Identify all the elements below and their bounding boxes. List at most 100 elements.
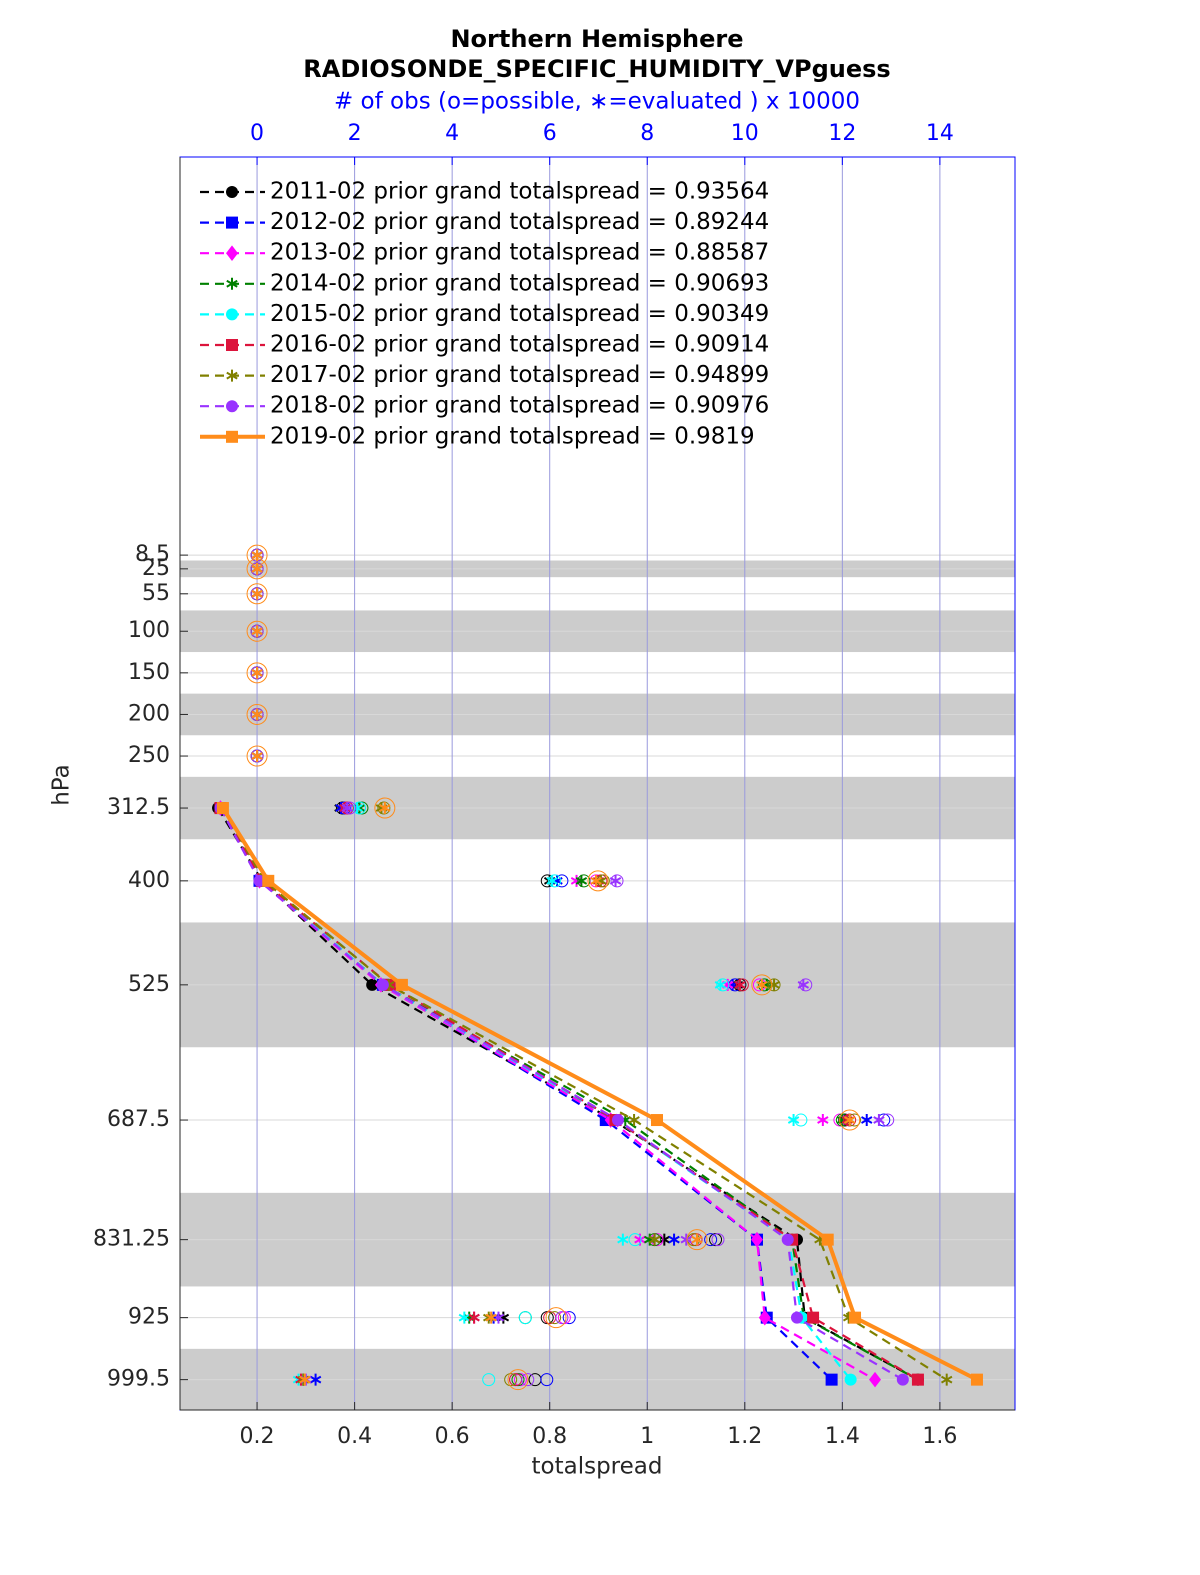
x-tick-label: 1.2 <box>727 1424 762 1449</box>
obs-evaluated-marker <box>487 1311 500 1324</box>
y-tick-label: 925 <box>128 1305 170 1330</box>
chart-subtitle: RADIOSONDE_SPECIFIC_HUMIDITY_VPguess <box>303 55 890 83</box>
series-marker <box>628 1114 640 1127</box>
series-marker <box>896 1373 909 1386</box>
obs-possible-marker <box>548 874 562 888</box>
x-tick-label: 1.6 <box>922 1424 957 1449</box>
obs-possible-marker <box>246 745 268 767</box>
obs-evaluated-marker <box>468 1311 480 1324</box>
obs-possible-marker <box>716 978 730 992</box>
series-marker <box>395 978 408 991</box>
y-tick-label: 312.5 <box>107 795 170 820</box>
x-tick-label: 1.4 <box>825 1424 860 1449</box>
obs-possible-marker <box>751 974 773 996</box>
series-marker <box>869 1371 882 1388</box>
y-tick-label: 831.25 <box>93 1227 170 1252</box>
obs-evaluated-marker <box>787 1114 800 1127</box>
obs-evaluated-marker <box>643 1233 656 1246</box>
obs-evaluated-marker <box>251 750 263 763</box>
series-marker <box>651 1114 664 1127</box>
chart-title: Northern Hemisphere <box>450 25 743 53</box>
x-tick-label: 0.4 <box>337 1424 372 1449</box>
obs-evaluated-marker <box>714 978 727 991</box>
series-marker <box>911 1373 924 1386</box>
series-marker <box>366 978 379 991</box>
obs-possible-marker <box>562 1311 576 1325</box>
x2-tick-label: 12 <box>828 121 856 146</box>
y-tick-label: 999.5 <box>107 1367 170 1392</box>
obs-evaluated-marker <box>609 874 622 887</box>
obs-possible-marker <box>704 1233 718 1247</box>
x2-tick-label: 2 <box>348 121 362 146</box>
obs-possible-marker <box>246 662 268 684</box>
obs-evaluated-marker <box>341 802 354 815</box>
obs-evaluated-marker <box>658 1233 671 1246</box>
x-tick-label: 0.8 <box>532 1424 567 1449</box>
series-line <box>221 806 978 1382</box>
obs-evaluated-marker <box>463 1311 475 1324</box>
x2-tick-label: 0 <box>250 121 264 146</box>
obs-possible-marker <box>518 1311 532 1325</box>
series-marker <box>750 1231 763 1248</box>
obs-evaluated-marker <box>648 1233 661 1246</box>
obs-possible-marker <box>521 1373 535 1387</box>
obs-possible-marker <box>881 1113 895 1127</box>
legend-marker <box>226 245 238 261</box>
y-tick-label: 400 <box>128 868 170 893</box>
legend-marker <box>226 369 238 382</box>
obs-evaluated-marker <box>251 562 263 575</box>
x2-tick-label: 8 <box>640 121 654 146</box>
legend-marker <box>226 308 238 321</box>
obs-evaluated-marker <box>873 1114 885 1127</box>
obs-possible-marker <box>246 703 268 725</box>
obs-evaluated-marker <box>353 802 366 815</box>
legend-marker <box>226 430 238 443</box>
y-axis-label: hPa <box>49 764 75 806</box>
obs-possible-marker <box>839 1109 861 1131</box>
obs-possible-marker <box>504 1373 518 1387</box>
series-line <box>219 807 876 1381</box>
obs-possible-marker <box>711 1233 725 1247</box>
series-marker <box>781 1233 794 1246</box>
obs-evaluated-marker <box>756 978 768 991</box>
series-marker <box>844 1373 857 1386</box>
obs-possible-marker <box>577 874 591 888</box>
obs-possible-marker <box>686 1229 708 1251</box>
obs-evaluated-marker <box>379 802 391 815</box>
obs-possible-marker <box>343 801 357 815</box>
series-marker <box>758 1309 771 1326</box>
y-tick-label: 25 <box>142 556 170 581</box>
obs-possible-marker <box>799 978 813 992</box>
y-tick-label: 687.5 <box>107 1107 170 1132</box>
legend-label: 2019-02 prior grand totalspread = 0.9819 <box>270 423 755 449</box>
legend-marker <box>226 339 238 351</box>
obs-evaluated-marker <box>570 874 583 887</box>
obs-evaluated-marker <box>251 625 263 638</box>
obs-evaluated-marker <box>458 1311 471 1324</box>
x-tick-label: 1 <box>640 1424 654 1449</box>
obs-evaluated-marker <box>251 549 263 562</box>
series-marker <box>611 1114 624 1127</box>
series-marker <box>821 1233 834 1246</box>
obs-evaluated-marker <box>497 1311 510 1324</box>
series-marker <box>940 1373 953 1386</box>
series-marker <box>376 978 389 991</box>
y-tick-label: 200 <box>128 701 170 726</box>
obs-possible-marker <box>548 1311 562 1325</box>
obs-evaluated-marker <box>309 1373 322 1386</box>
obs-possible-marker <box>757 978 771 992</box>
obs-evaluated-marker <box>575 874 588 887</box>
obs-evaluated-marker <box>617 1233 629 1246</box>
obs-possible-marker <box>610 874 624 888</box>
x-tick-label: 0.6 <box>435 1424 470 1449</box>
obs-possible-marker <box>246 620 268 642</box>
obs-possible-marker <box>555 1311 569 1325</box>
legend-label: 2011-02 prior grand totalspread = 0.9356… <box>270 179 769 205</box>
legend-label: 2012-02 prior grand totalspread = 0.8924… <box>270 209 769 235</box>
series-line <box>219 807 852 1381</box>
obs-evaluated-marker <box>734 978 746 991</box>
x-tick-label: 0.2 <box>240 1424 275 1449</box>
y-tick-label: 8.5 <box>135 542 170 567</box>
x2-tick-label: 14 <box>926 121 954 146</box>
